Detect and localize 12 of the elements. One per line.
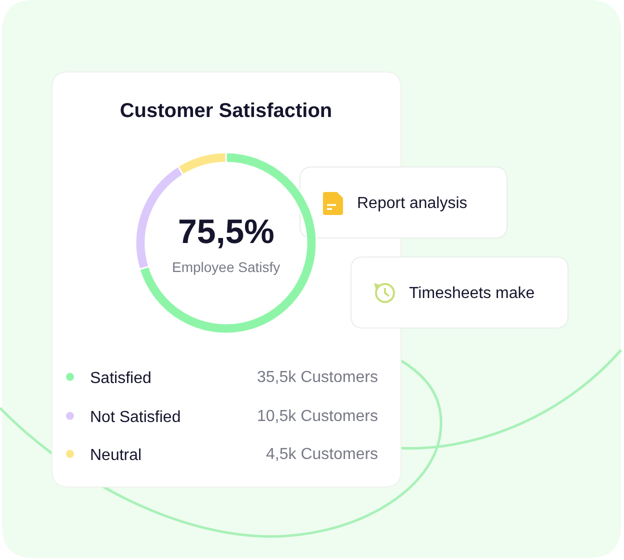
legend-label: Neutral xyxy=(90,447,142,464)
data-label: 4,5k Customers xyxy=(266,446,378,463)
legend-label: Not Satisfied xyxy=(90,409,181,426)
data-label: 10,5k Customers xyxy=(257,408,378,425)
chart-title: Customer Satisfaction xyxy=(120,100,332,122)
data-label: 35,5k Customers xyxy=(257,369,378,386)
text: Report analysis xyxy=(357,195,468,212)
text: Timesheets make xyxy=(409,285,535,302)
donut-slice xyxy=(138,152,318,334)
text: 75,5% xyxy=(178,213,274,251)
legend-label: Satisfied xyxy=(90,370,152,388)
text: Employee Satisfy xyxy=(172,259,280,275)
